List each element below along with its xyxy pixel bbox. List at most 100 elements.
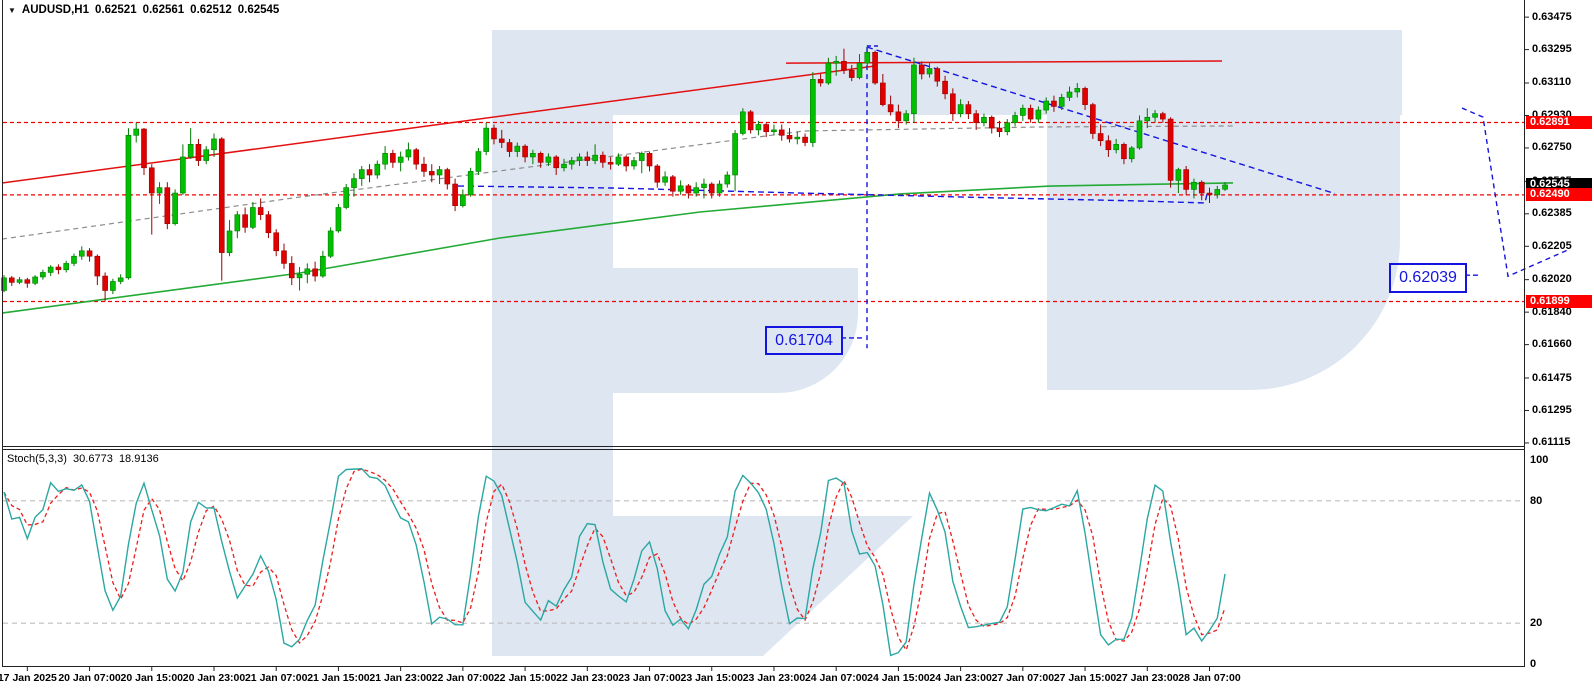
candle-body-up [397,156,404,163]
candle-body-up [903,113,909,122]
candle-body-up [133,128,140,136]
candle-body-up [724,174,731,185]
candle-body-up [701,183,707,188]
price-axis-separator[interactable] [1524,0,1525,667]
candle-body-up [125,135,132,279]
candle-body-down [273,232,280,252]
candle-body-up [561,163,567,169]
candle-body-down [522,145,528,158]
candle-body-down [934,68,941,82]
candle-body-up [436,169,443,176]
candle-body-up [1222,184,1228,190]
level-price-badge: 0.62490 [1526,188,1592,202]
channel-top-red[interactable] [1,65,876,184]
candle-body-up [1152,113,1158,118]
level-price-badge: 0.61899 [1526,294,1592,308]
candle-body-up [63,263,70,271]
candle-body-down [1198,181,1205,194]
candle-body-down [747,111,754,131]
candle-body-up [833,61,839,64]
candle-body-down [1090,104,1096,134]
candle-body-down [973,113,979,123]
candle-body-up [981,116,987,123]
candle-body-up [32,276,38,284]
candle-body-down [1183,169,1189,190]
candle-body-down [841,61,847,71]
watermark-logo-bowl-bottom [613,268,858,393]
measure-target-label[interactable]: 0.62039 [1389,263,1467,293]
chart-dropdown-icon[interactable]: ▼ [8,5,16,15]
candle-body-up [1191,181,1197,190]
candle-body-down [872,52,878,84]
candle-body-down [988,116,995,129]
candle-body-up [405,149,412,158]
candle-body-down [288,263,295,279]
candle-body-down [55,266,62,271]
candle-body-up [71,255,77,264]
time-tick-label: 21 Jan 23:00 [369,672,432,684]
candle-body-down [623,156,629,167]
candle-body-down [141,128,147,169]
blue-support-dashed[interactable] [457,185,1208,204]
candle-body-down [1105,140,1112,151]
candle-body-up [638,153,645,161]
stoch-main-line [3,467,1226,657]
candle-body-up [568,160,575,165]
measure-low-label[interactable]: 0.61704 [765,326,843,355]
indicator-name: Stoch(5,3,3) [7,453,67,465]
candle-body-up [911,64,917,114]
candle-body-down [366,169,373,176]
candle-body-down [24,279,31,284]
support-green-line[interactable] [1,182,1234,314]
panel-separator-bottom[interactable] [2,449,1525,450]
price-tick-label: 0.62020 [1532,273,1572,286]
panel-separator-top[interactable] [2,446,1525,447]
resistance-flat-red[interactable] [785,60,1223,64]
candle-body-down [887,104,894,113]
indicator-k-value: 30.6773 [73,453,113,465]
candle-body-up [631,160,637,167]
candle-body-up [156,187,163,194]
candle-body-down [670,176,676,192]
median-gray-dashed[interactable] [1,125,1236,240]
candle-body-down [607,162,614,165]
watermark-logo-bowl [1047,30,1400,390]
candle-body-down [506,142,513,152]
candle-body-up [320,255,326,277]
candle-body-down [996,127,1003,133]
candle-body-up [740,111,746,134]
candle-body-up [78,250,85,257]
ohlc-open: 0.62521 [95,4,137,16]
candle-body-up [514,145,521,152]
ohlc-low: 0.62512 [190,4,232,16]
candle-body-down [148,167,155,194]
candle-body-up [794,136,801,140]
time-tick-label: 22 Jan 23:00 [556,672,619,684]
candle-body-down [421,163,427,172]
candle-body-up [211,138,217,151]
candle-body-up [467,171,474,196]
ohlc-close: 0.62545 [237,4,280,16]
candle-body-up [40,272,46,278]
candle-body-up [545,156,552,163]
candle-body-up [864,52,871,64]
candle-body-down [895,111,902,122]
candle-body-down [413,149,420,165]
candle-body-down [802,136,808,143]
candle-body-down [918,64,925,75]
candle-body-down [86,250,93,257]
candle-body-up [304,268,311,275]
measure2-projection[interactable] [1461,107,1571,278]
candle-body-up [1128,147,1135,160]
candle-body-up [1012,115,1018,123]
candle-body-up [771,129,777,133]
candle-body-up [172,192,178,225]
time-tick-label: 23 Jan 15:00 [680,672,743,684]
price-tick-label: 0.61115 [1532,436,1571,449]
blue-descending-diagonal[interactable] [866,46,1336,195]
candle-body-up [825,62,832,84]
candle-body-up [343,187,350,208]
candle-body-up [250,207,256,228]
